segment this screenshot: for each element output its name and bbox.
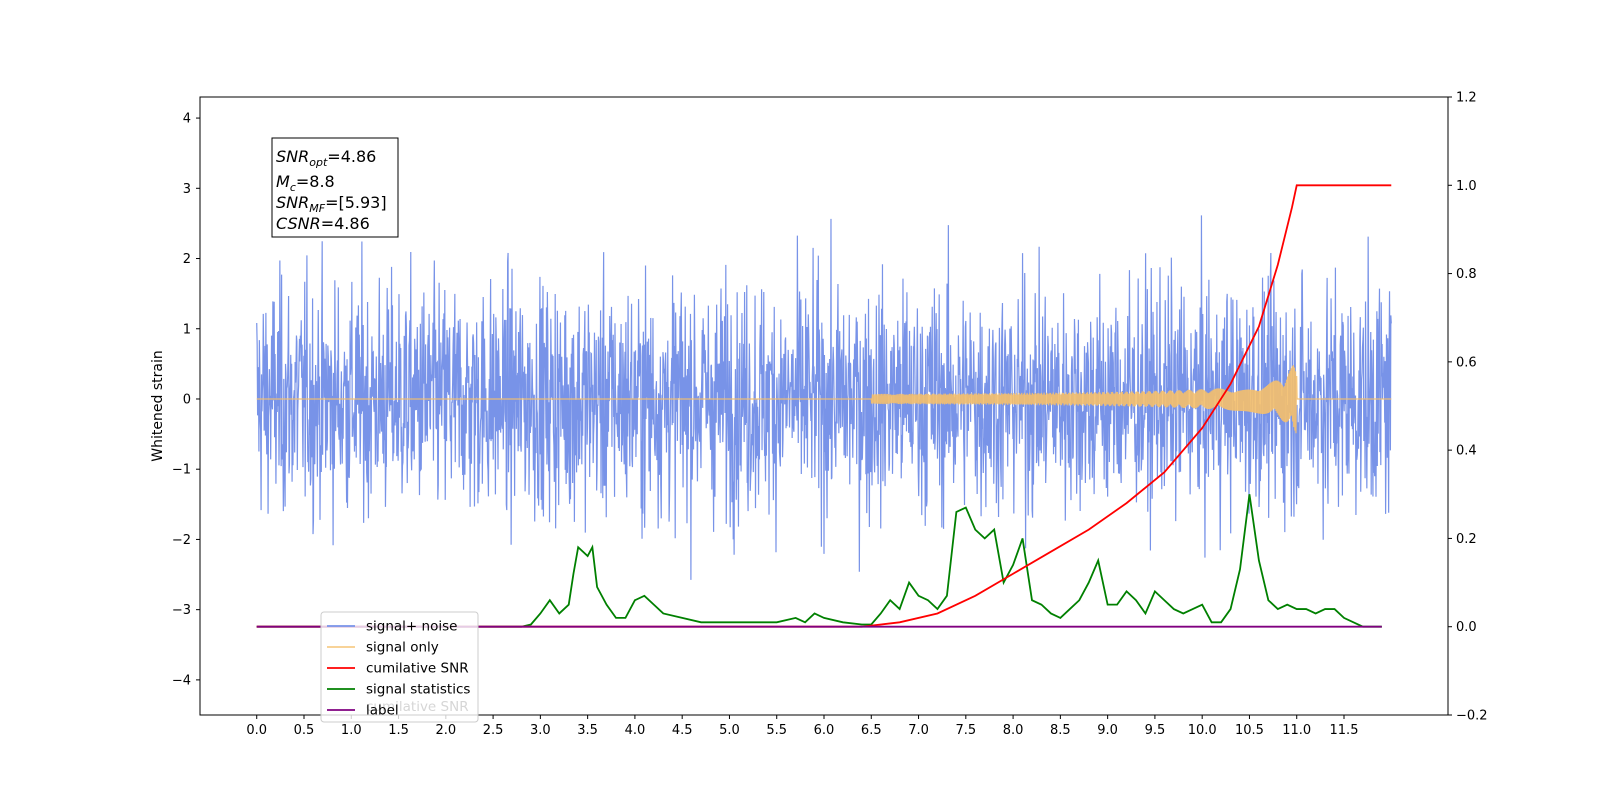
y-tick-label: 4 [183,112,191,127]
y-tick-label: −1 [172,463,191,478]
y2-tick-label: 0.6 [1456,355,1477,370]
x-tick-label: 5.5 [766,723,787,738]
x-tick-label: 6.5 [861,723,882,738]
info-csnr: CSNR=4.86 [276,214,370,233]
x-tick-label: 4.0 [625,723,646,738]
x-tick-label: 9.5 [1145,723,1166,738]
info-mc-sub: c [290,181,296,194]
info-box: SNRopt=4.86 Mc=8.8 SNRMF=[5.93] CSNR=4.8… [271,137,399,238]
legend-label: cumilative SNR [366,661,469,677]
x-tick-label: 11.0 [1282,723,1311,738]
x-tick-label: 1.0 [341,723,362,738]
y-axis-right: 1.2 1.0 0.8 0.6 0.4 0.2 0.0 −0.2 [1448,91,1488,724]
y2-tick-label: 0.4 [1456,444,1477,459]
x-tick-label: 5.0 [719,723,740,738]
info-snr-mf-symbol: SNR [276,193,309,212]
y-tick-label: −4 [172,673,191,688]
x-tick-label: 7.0 [908,723,929,738]
x-tick-label: 0.5 [294,723,315,738]
y2-tick-label: 0.8 [1456,267,1477,282]
x-tick-label: 8.0 [1003,723,1024,738]
info-snr-opt-symbol: SNR [276,147,309,166]
y-tick-label: −3 [172,603,191,618]
signal-statistics-line [256,494,1382,628]
x-tick-label: 6.0 [814,723,835,738]
y2-tick-label: 1.2 [1456,91,1477,106]
x-tick-label: 10.0 [1188,723,1217,738]
x-tick-label: 3.0 [530,723,551,738]
y-axis-left: 4 3 2 1 0 −1 −2 −3 −4 [172,112,200,688]
y2-tick-label: 0.2 [1456,532,1477,547]
y2-tick-label: 1.0 [1456,179,1477,194]
y-tick-label: 2 [183,252,191,267]
info-snr-opt-sub: opt [309,156,328,169]
legend-label: signal statistics [366,682,470,698]
info-csnr-value: =4.86 [321,214,370,233]
x-tick-label: 1.5 [388,723,409,738]
legend-occluded-text: cumilative SNR [366,699,469,715]
x-tick-label: 9.0 [1097,723,1118,738]
x-tick-label: 4.5 [672,723,693,738]
legend-label: signal+ noise [366,619,457,635]
x-tick-label: 0.0 [246,723,267,738]
y-tick-label: 0 [183,392,191,407]
y-tick-label: −2 [172,533,191,548]
x-tick-label: 2.5 [483,723,504,738]
x-tick-label: 11.5 [1330,723,1359,738]
info-mc-symbol: M [276,172,290,191]
info-snr-opt: SNRopt=4.86 [276,147,376,169]
cumilative-snr-line [256,184,1392,628]
y-tick-label: 3 [183,182,191,197]
y-axis-label: Whitened strain [150,350,166,461]
info-snr-mf: SNRMF=[5.93] [276,193,387,215]
legend-frame [320,611,479,723]
y2-tick-label: 0.0 [1456,620,1477,635]
x-tick-label: 3.5 [577,723,598,738]
legend-label: label [366,703,399,719]
signal-only-line [256,364,1392,434]
info-mc-value: =8.8 [296,172,335,191]
signal-only-series [256,364,1392,434]
info-box-frame [271,137,399,238]
info-snr-opt-value: =4.86 [327,147,376,166]
y2-tick-label: −0.2 [1456,709,1488,724]
info-snr-mf-value: =[5.93] [325,193,387,212]
legend-label: signal only [366,640,439,656]
x-tick-label: 10.5 [1235,723,1264,738]
y-tick-label: 1 [183,322,191,337]
info-snr-mf-sub: MF [309,202,325,215]
x-tick-label: 8.5 [1050,723,1071,738]
info-mc: Mc=8.8 [276,172,335,194]
info-csnr-symbol: CSNR [276,214,321,233]
x-axis: 0.0 0.5 1.0 1.5 2.0 2.5 3.0 3.5 4.0 4.5 5.0 5.5 6.0 6… [246,715,1358,738]
x-tick-label: 7.5 [955,723,976,738]
x-tick-label: 2.0 [435,723,456,738]
legend: cumilative SNR signal+ noise signal only c… [320,611,479,723]
